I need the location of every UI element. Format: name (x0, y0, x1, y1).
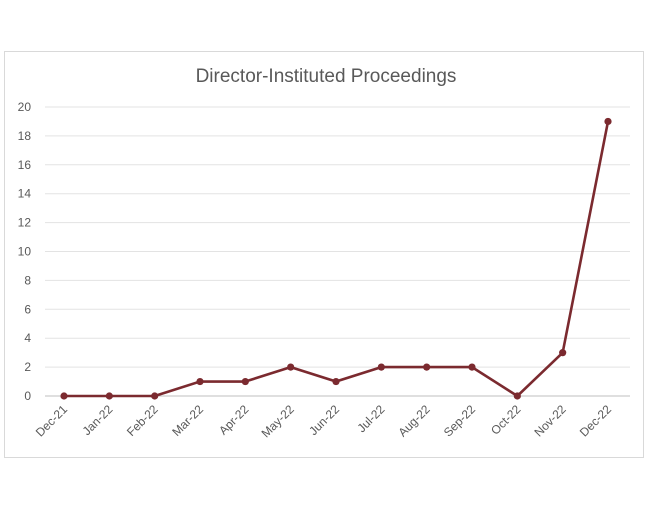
x-tick-label: Mar-22 (169, 402, 206, 439)
y-tick-label: 12 (18, 216, 32, 230)
y-tick-label: 10 (18, 245, 32, 259)
data-point (196, 377, 204, 386)
x-tick-label: Jun-22 (306, 402, 342, 438)
data-point (151, 392, 159, 400)
data-point (423, 363, 431, 371)
series-layer (60, 117, 612, 400)
x-tick-label: Dec-22 (577, 402, 614, 439)
data-point (60, 392, 68, 400)
chart-frame: Director-Instituted Proceedings 0 2 4 6 8 10 1… (4, 51, 644, 458)
data-point (287, 363, 295, 371)
chart-title: Director-Instituted Proceedings (196, 66, 457, 87)
y-tick-label: 20 (18, 100, 32, 114)
y-tick-label: 2 (24, 360, 31, 374)
x-axis-ticks: Dec-21 Jan-22 Feb-22 Mar-22 Apr-22 May-22 Jun-… (33, 402, 614, 440)
x-tick-label: Jul-22 (354, 402, 387, 435)
y-tick-label: 8 (24, 273, 31, 287)
x-tick-label: Feb-22 (124, 402, 161, 439)
data-point (332, 377, 340, 386)
data-point (105, 392, 113, 400)
y-tick-label: 6 (24, 302, 31, 316)
y-tick-label: 18 (18, 129, 32, 143)
x-tick-label: Oct-22 (488, 402, 524, 438)
x-tick-label: May-22 (259, 402, 297, 440)
data-point (377, 363, 385, 371)
data-point (513, 392, 521, 400)
gridlines (45, 106, 630, 397)
x-tick-label: Aug-22 (396, 402, 433, 439)
line-chart: Director-Instituted Proceedings 0 2 4 6 8 10 1… (18, 66, 630, 440)
y-tick-label: 14 (18, 187, 32, 201)
y-tick-label: 4 (24, 331, 31, 345)
data-point (241, 377, 249, 386)
y-tick-label: 16 (18, 158, 32, 172)
x-tick-label: Jan-22 (80, 402, 116, 438)
data-point (604, 117, 612, 126)
x-tick-label: Nov-22 (532, 402, 569, 439)
y-axis-ticks: 0 2 4 6 8 10 12 14 16 18 20 (18, 100, 32, 403)
x-tick-label: Dec-21 (33, 402, 70, 439)
y-tick-label: 0 (24, 389, 31, 403)
x-tick-label: Apr-22 (216, 402, 252, 438)
x-tick-label: Sep-22 (441, 402, 478, 439)
data-point (559, 349, 567, 357)
data-point (468, 363, 476, 371)
series-line (64, 121, 610, 398)
